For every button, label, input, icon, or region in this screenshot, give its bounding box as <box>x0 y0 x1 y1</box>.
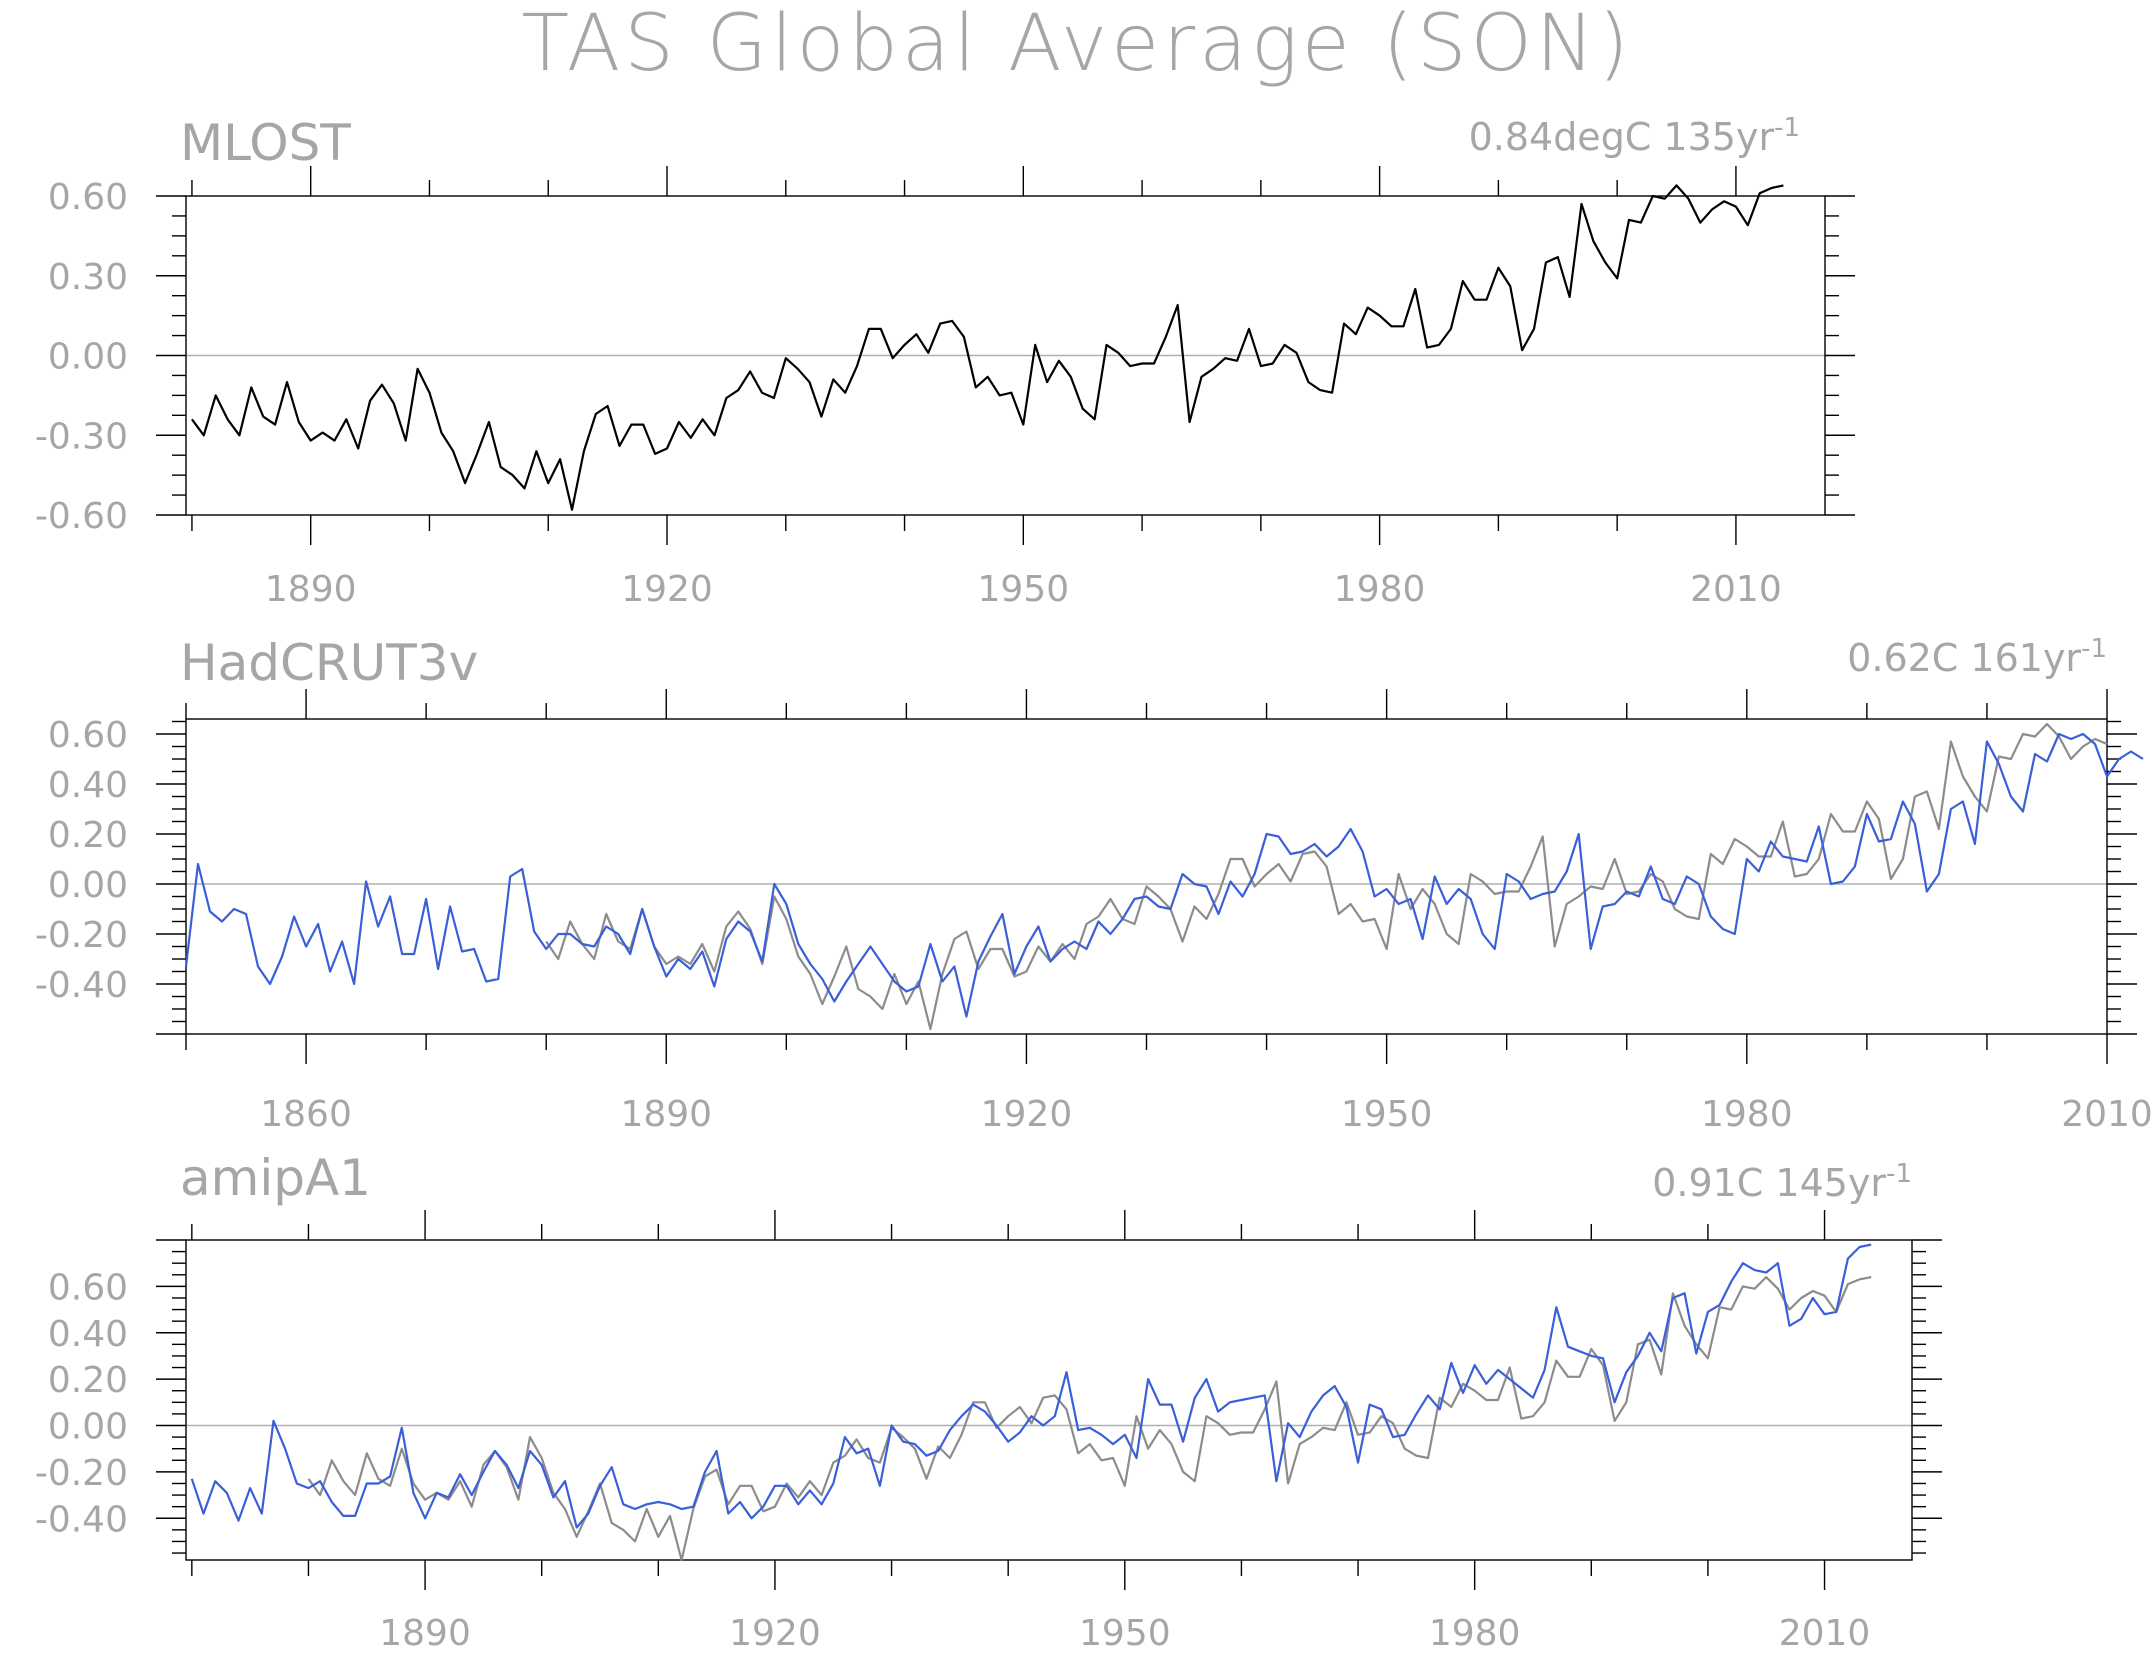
stat-superscript: -1 <box>2081 634 2107 664</box>
plot-frame <box>185 1239 1913 1561</box>
y-tick-label: 0.30 <box>48 257 128 298</box>
panel-mlost: MLOST 0.84degC 135yr-1 0.60 0.30 0.00 -0.30 -0… <box>35 113 1855 610</box>
series-line-ref <box>545 722 2108 1031</box>
x-tick-label: 1950 <box>1079 1613 1171 1654</box>
x-tick-label: 1980 <box>1701 1094 1793 1135</box>
x-tick-label: 1920 <box>729 1613 821 1654</box>
y-tick-label: 0.00 <box>48 865 128 906</box>
x-tick-label: 1950 <box>1341 1094 1433 1135</box>
series-line-obs <box>191 184 1784 511</box>
series-line-model <box>184 732 2144 1018</box>
panel-title: amipA1 <box>180 1149 371 1207</box>
panel-stat: 0.62C 161yr-1 <box>1847 634 2107 680</box>
series-line-model <box>190 1243 1872 1529</box>
panel-hadcrut3v: HadCRUT3v 0.62C 161yr-1 0.60 0.40 0.20 0.00 -0… <box>35 634 2153 1135</box>
stat-superscript: -1 <box>1886 1159 1912 1189</box>
y-tick-label: 0.00 <box>48 1407 128 1448</box>
x-tick-label: 1950 <box>978 569 1070 610</box>
y-tick-label: 0.60 <box>48 715 128 756</box>
stat-value: 0.84degC 135yr <box>1469 115 1775 159</box>
y-tick-label: 0.20 <box>48 815 128 856</box>
y-tick-label: 0.60 <box>48 1267 128 1308</box>
series-line-ref <box>307 1275 1872 1562</box>
main-title: TAS Global Average (SON) <box>521 0 1632 89</box>
y-tick-label: -0.60 <box>35 496 128 537</box>
stat-value: 0.91C 145yr <box>1652 1161 1886 1205</box>
x-tick-label: 1890 <box>379 1613 471 1654</box>
y-tick-label: -0.20 <box>35 915 128 956</box>
x-tick-label: 1920 <box>621 569 713 610</box>
y-tick-label: -0.40 <box>35 1499 128 1540</box>
x-tick-label: 1980 <box>1429 1613 1521 1654</box>
x-tick-label: 2010 <box>1779 1613 1871 1654</box>
panel-title: MLOST <box>180 114 351 172</box>
y-tick-label: 0.20 <box>48 1360 128 1401</box>
stat-superscript: -1 <box>1774 113 1800 143</box>
y-tick-label: 0.40 <box>48 765 128 806</box>
x-tick-label: 1980 <box>1334 569 1426 610</box>
x-tick-label: 1890 <box>265 569 357 610</box>
x-tick-label: 1890 <box>620 1094 712 1135</box>
panel-stat: 0.91C 145yr-1 <box>1652 1159 1912 1205</box>
x-tick-label: 1920 <box>981 1094 1073 1135</box>
plot-frame <box>185 718 2108 1035</box>
y-tick-label: 0.60 <box>48 177 128 218</box>
x-tick-label: 2010 <box>2061 1094 2153 1135</box>
panel-title: HadCRUT3v <box>180 634 478 692</box>
y-tick-label: -0.40 <box>35 965 128 1006</box>
y-tick-label: 0.40 <box>48 1314 128 1355</box>
x-tick-label: 2010 <box>1690 569 1782 610</box>
stat-value: 0.62C 161yr <box>1847 636 2081 680</box>
panel-amipa1: amipA1 0.91C 145yr-1 0.60 0.40 0.20 0.00 -0.20… <box>35 1149 1942 1654</box>
panel-stat: 0.84degC 135yr-1 <box>1469 113 1800 159</box>
y-tick-label: 0.00 <box>48 337 128 378</box>
y-tick-label: -0.20 <box>35 1453 128 1494</box>
x-tick-label: 1860 <box>260 1094 352 1135</box>
y-tick-label: -0.30 <box>35 416 128 457</box>
